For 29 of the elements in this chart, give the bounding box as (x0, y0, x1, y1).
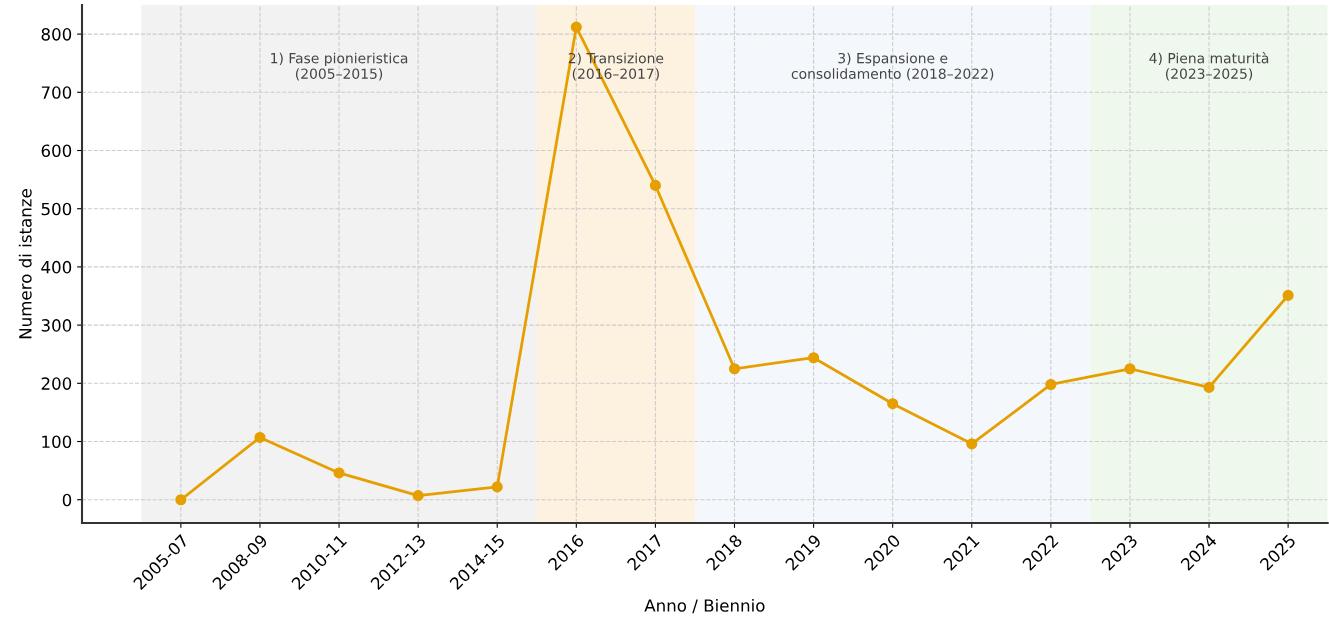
y-tick-label: 700 (41, 86, 72, 99)
y-tick-label: 400 (41, 260, 72, 274)
point (1203, 381, 1215, 393)
point (1124, 363, 1136, 375)
y-tick-label: 600 (41, 144, 72, 158)
y-tick-label: 100 (42, 435, 72, 449)
band-label: 4) Piena maturità (2023–2025) (1149, 52, 1269, 81)
point (254, 431, 266, 443)
y-tick-label: 0 (62, 493, 72, 507)
point (728, 363, 741, 375)
point (887, 398, 899, 410)
point (491, 481, 503, 493)
point (412, 490, 424, 502)
point (333, 467, 345, 479)
y-axis-title: Numero di istanze (18, 189, 32, 339)
point (1282, 289, 1294, 301)
band-label: 1) Fase pionieristica (2005–2015) (271, 52, 408, 81)
point (966, 438, 978, 450)
y-tick-label: 200 (41, 377, 72, 390)
x-axis-title: Anno / Biennio (644, 598, 765, 614)
y-tick-label: 500 (41, 202, 72, 216)
point (1045, 378, 1057, 391)
point (175, 494, 187, 506)
point (570, 21, 582, 33)
y-tick-label: 800 (41, 28, 72, 41)
band-label: 3) Espansione e consolidamento (2018–2022) (791, 52, 994, 81)
point (649, 179, 661, 191)
y-tick-label: 300 (41, 319, 72, 332)
point (808, 352, 820, 364)
